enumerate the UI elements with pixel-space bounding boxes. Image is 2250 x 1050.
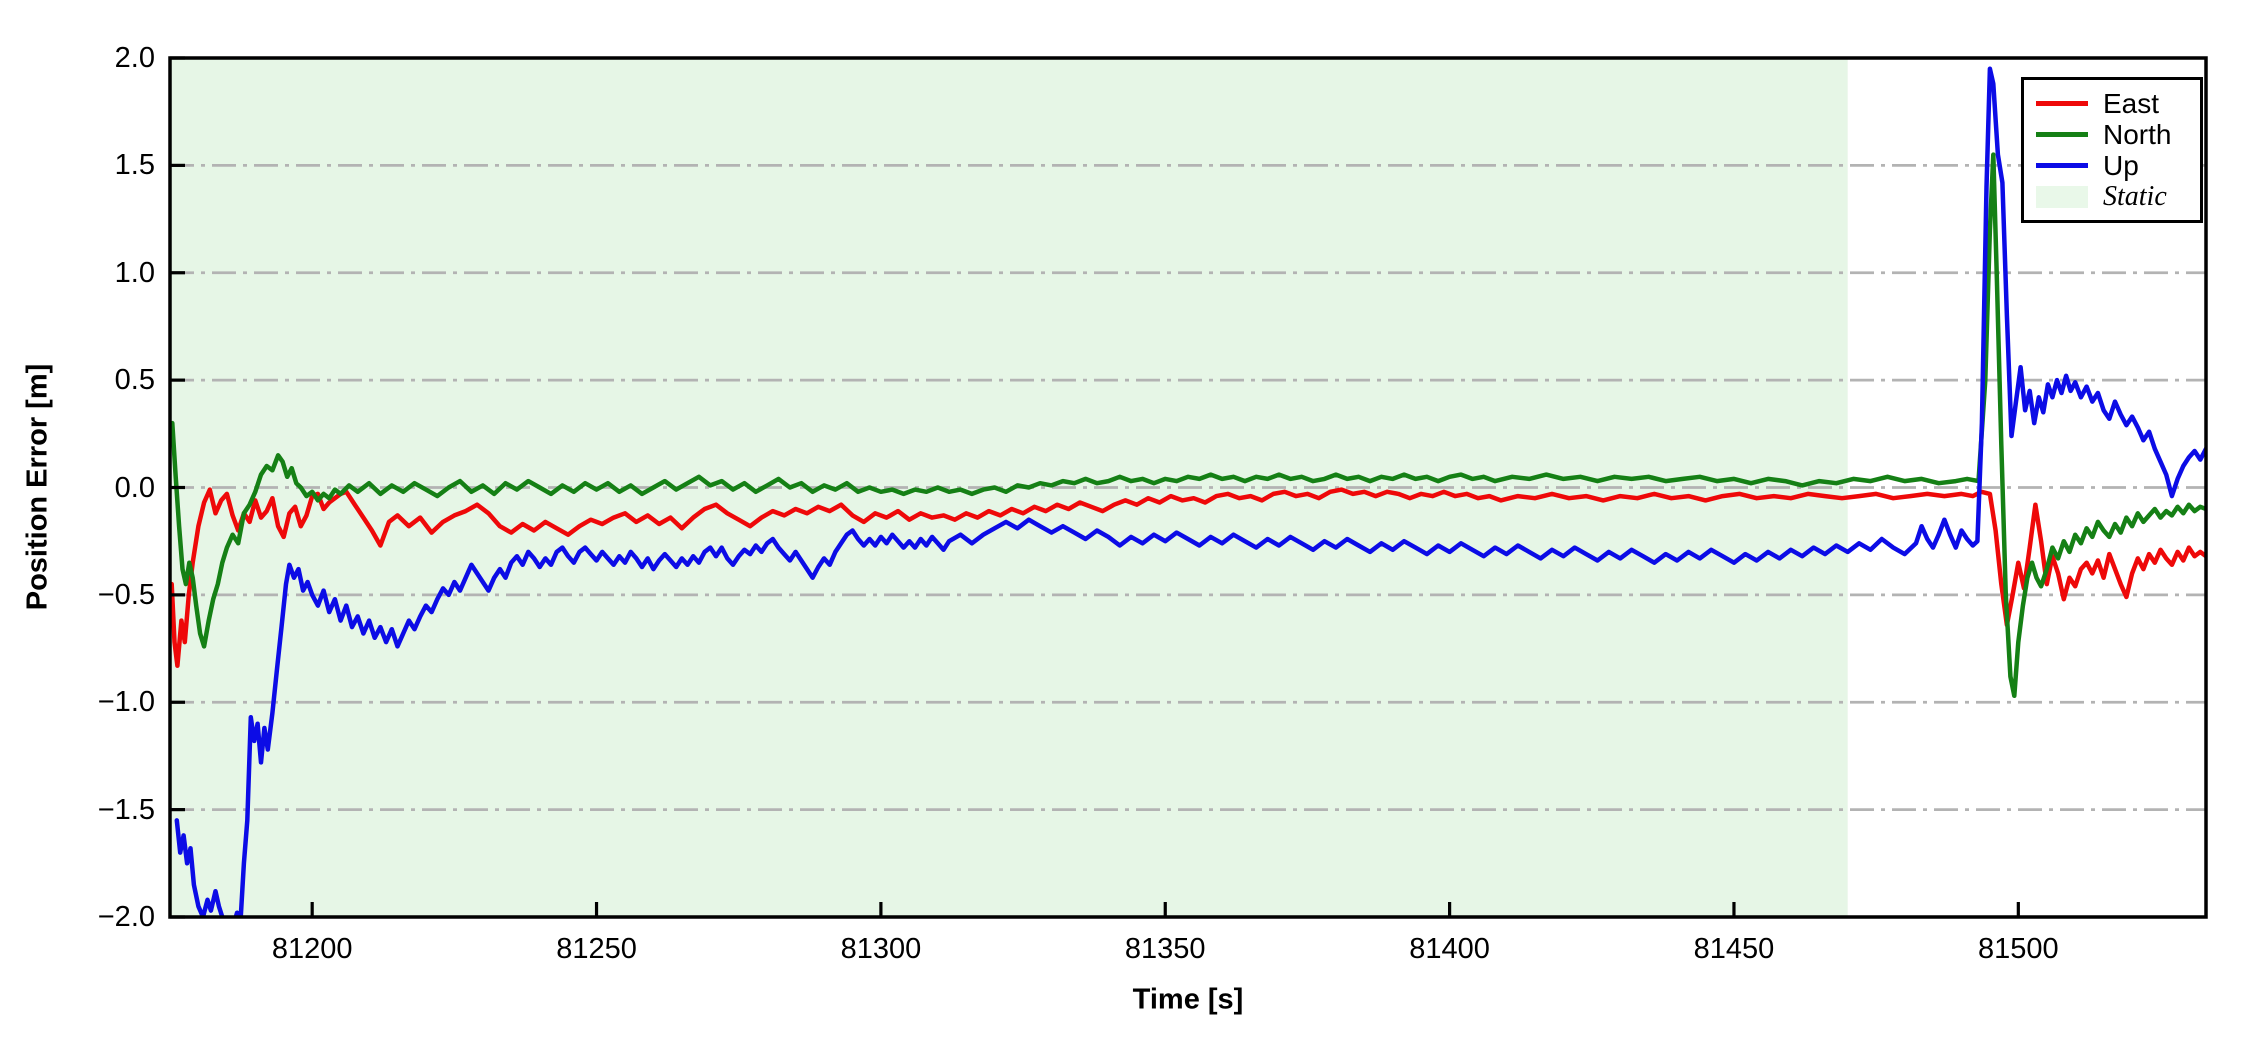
up-line-swatch bbox=[2036, 163, 2088, 168]
y-tick-label: 1.5 bbox=[114, 149, 155, 182]
x-tick-label: 81450 bbox=[1693, 933, 1775, 965]
legend-item-east: East bbox=[2036, 88, 2188, 119]
series-east-line bbox=[170, 487, 2206, 668]
y-tick-label: 0.0 bbox=[114, 471, 155, 504]
legend-label-north: North bbox=[2103, 118, 2172, 150]
static-region-swatch bbox=[2036, 185, 2088, 208]
series-up-line bbox=[174, 66, 2206, 917]
x-tick-label: 81500 bbox=[1977, 933, 2059, 965]
x-tick-label: 81350 bbox=[1124, 933, 1206, 965]
y-tick-label: 2.0 bbox=[114, 42, 155, 74]
legend-item-static: Static bbox=[2036, 181, 2188, 212]
y-tick-label: 0.5 bbox=[114, 364, 155, 397]
series-north-line bbox=[170, 152, 2206, 699]
x-tick-label: 81300 bbox=[840, 933, 922, 965]
y-tick-label: −1.0 bbox=[97, 686, 155, 719]
x-tick-label: 81400 bbox=[1409, 933, 1490, 965]
x-axis-label: Time [s] bbox=[1132, 983, 1244, 1016]
legend-label-static: Static bbox=[2103, 180, 2167, 212]
east-line-swatch bbox=[2036, 101, 2088, 106]
legend-label-up: Up bbox=[2103, 149, 2139, 181]
legend-label-east: East bbox=[2103, 87, 2160, 119]
legend-item-north: North bbox=[2036, 119, 2188, 150]
y-tick-label: −2.0 bbox=[97, 901, 155, 933]
y-tick-label: −0.5 bbox=[97, 578, 155, 611]
legend: East North Up Static bbox=[2021, 77, 2203, 223]
x-tick-label: 81200 bbox=[271, 933, 353, 965]
y-tick-label: 1.0 bbox=[114, 256, 155, 289]
y-tick-label: −1.5 bbox=[97, 793, 155, 826]
north-line-swatch bbox=[2036, 132, 2088, 137]
legend-item-up: Up bbox=[2036, 150, 2188, 181]
x-tick-label: 81250 bbox=[556, 933, 637, 965]
